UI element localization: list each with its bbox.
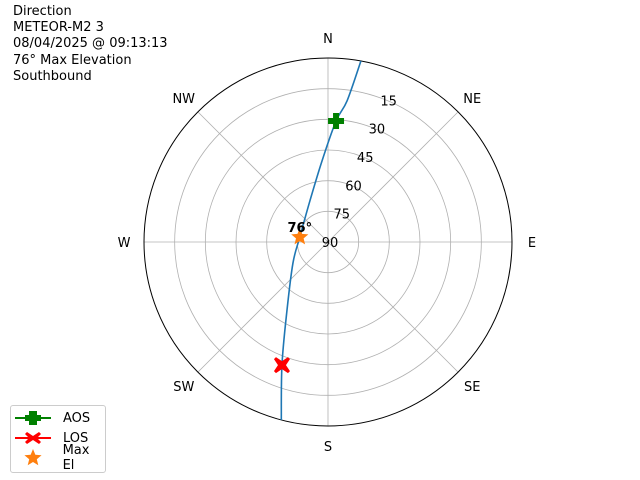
theta-tick-label: N — [323, 32, 333, 47]
legend-item-max-el: Max El — [11, 443, 105, 473]
legend-item-aos: AOS — [11, 408, 90, 428]
max-el-annotation: 76° — [287, 221, 312, 236]
title-line: Southbound — [13, 68, 92, 84]
los-marker — [273, 357, 290, 374]
theta-tick-label: W — [118, 236, 131, 251]
legend-label: AOS — [63, 410, 91, 426]
legend-label: Max El — [62, 443, 90, 473]
grid-ring — [174, 88, 482, 396]
theta-tick-label: SE — [464, 380, 480, 395]
legend-label: LOS — [63, 430, 89, 446]
r-tick-label: 90 — [322, 236, 339, 251]
theta-tick-label: S — [324, 440, 332, 455]
title-line: 08/04/2025 @ 09:13:13 — [13, 36, 168, 52]
star-marker-icon — [24, 449, 42, 466]
theta-tick-label: NW — [172, 92, 195, 107]
chart-title: Direction METEOR-M2 3 08/04/2025 @ 09:13… — [13, 4, 168, 85]
title-line: Direction — [13, 4, 72, 19]
plus-marker-icon — [15, 411, 51, 425]
r-tick-label: 45 — [357, 151, 374, 166]
title-line: METEOR-M2 3 — [13, 20, 104, 36]
legend-item-los: LOS — [11, 428, 88, 448]
grid-ring — [235, 149, 421, 335]
max-el-marker — [291, 228, 309, 245]
r-tick-label: 15 — [380, 94, 397, 109]
r-tick-label: 60 — [345, 179, 362, 194]
theta-tick-label: E — [528, 236, 536, 251]
theta-tick-label: SW — [173, 380, 194, 395]
grid-ring — [266, 180, 390, 304]
x-marker-icon — [15, 432, 51, 444]
aos-marker — [328, 113, 345, 130]
satellite-track — [280, 60, 362, 420]
r-tick-label: 75 — [333, 208, 350, 223]
grid-ring — [204, 118, 452, 366]
title-line: 76° Max Elevation — [13, 52, 132, 68]
legend: AOS LOS Max El — [10, 405, 106, 473]
theta-tick-label: NE — [463, 92, 481, 107]
outer-boundary — [143, 57, 513, 427]
r-tick-label: 30 — [369, 123, 386, 138]
